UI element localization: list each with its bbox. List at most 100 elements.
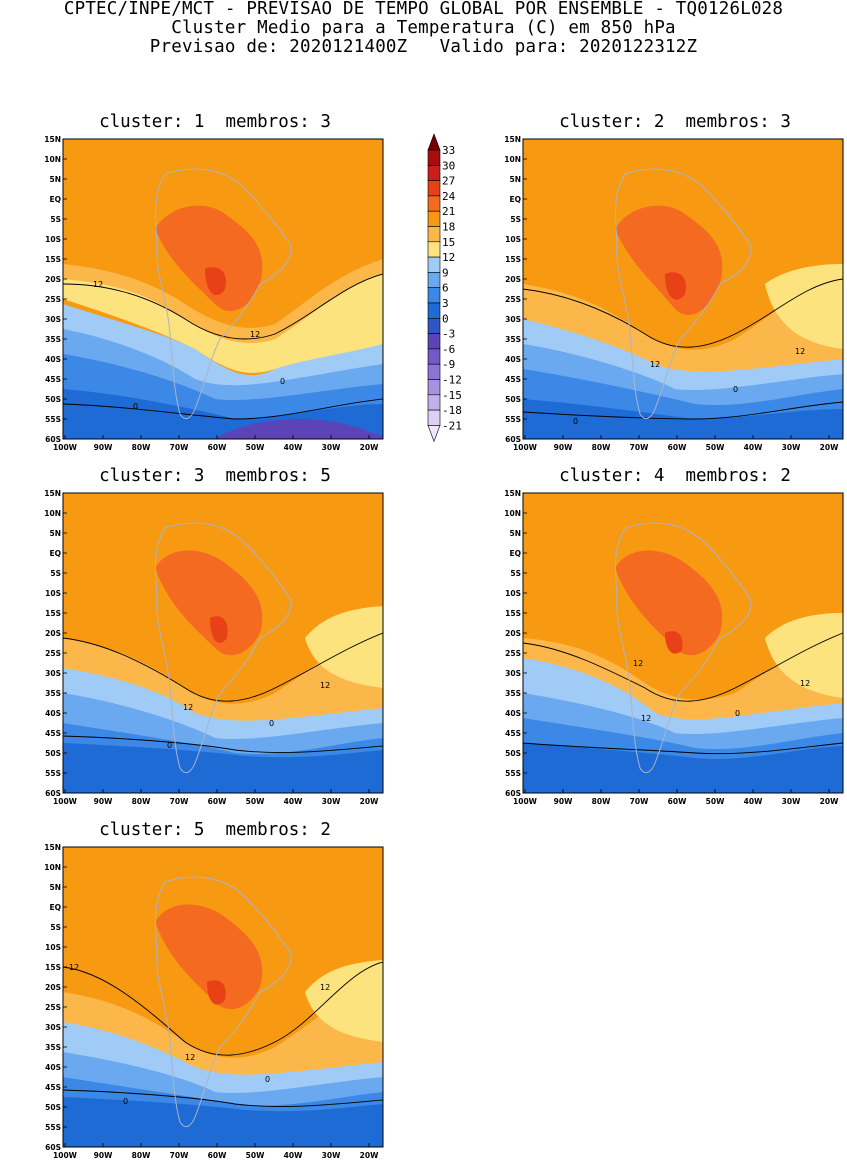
lon-label: 20W xyxy=(820,443,839,452)
lat-label: 5S xyxy=(510,215,521,224)
lat-label: 45S xyxy=(505,375,521,384)
contour-label: 12 xyxy=(250,330,260,339)
legend-box xyxy=(427,287,441,304)
lon-label: 60W xyxy=(668,443,687,452)
lon-label: 40W xyxy=(744,443,763,452)
lat-label: 35S xyxy=(505,335,521,344)
lon-label: 70W xyxy=(170,1151,189,1160)
legend-label: 30 xyxy=(442,159,455,172)
lat-axis: 15N 10N 5N EQ 5S 10S 15S 20S 25S 30S 35S 40S 45S 50S 5… xyxy=(505,489,527,798)
legend-box xyxy=(427,379,441,396)
lat-label: 45S xyxy=(45,729,61,738)
lat-label: 20S xyxy=(45,275,61,284)
lat-label: 20S xyxy=(505,629,521,638)
lon-label: 50W xyxy=(246,1151,265,1160)
lat-axis: 15N 10N 5N EQ 5S 10S 15S 20S 25S 30S 35S 40S 45S 50S 5… xyxy=(505,135,527,444)
lon-label: 80W xyxy=(132,1151,151,1160)
lon-label: 60W xyxy=(208,1151,227,1160)
band-warm-12 xyxy=(63,269,383,373)
band-cool-m3 xyxy=(215,419,383,439)
lon-axis: 100W 90W 80W 70W 60W 50W 40W 30W 20W xyxy=(513,789,839,806)
contour-label: 12 xyxy=(69,963,79,972)
lon-label: 90W xyxy=(554,443,573,452)
legend-bottom-triangle xyxy=(427,425,441,443)
lat-label: 45S xyxy=(45,375,61,384)
lat-label: 30S xyxy=(45,315,61,324)
lat-label: 5S xyxy=(510,569,521,578)
lat-label: 15S xyxy=(45,963,61,972)
contour-label: 12 xyxy=(633,659,643,668)
lat-axis: 15N 10N 5N EQ 5S 10S 15S 20S 25S 30S 35S 40S 45S 50S 5… xyxy=(45,135,67,444)
lon-label: 50W xyxy=(706,797,725,806)
lon-label: 40W xyxy=(284,797,303,806)
contour-label: 12 xyxy=(93,280,103,289)
lon-axis: 100W 90W 80W 70W 60W 50W 40W 30W 20W xyxy=(53,1143,379,1160)
lat-label: 35S xyxy=(45,1043,61,1052)
lat-label: 50S xyxy=(45,1103,61,1112)
lon-label: 40W xyxy=(744,797,763,806)
lat-label: 5S xyxy=(50,215,61,224)
legend-box xyxy=(427,241,441,258)
lon-label: 50W xyxy=(246,443,265,452)
lat-label: 30S xyxy=(45,1023,61,1032)
band-warm-15 xyxy=(63,259,383,343)
lat-label: 25S xyxy=(45,649,61,658)
contour-label: 0 xyxy=(123,1097,128,1106)
lat-label: 20S xyxy=(45,629,61,638)
lon-label: 90W xyxy=(94,443,113,452)
lon-label: 90W xyxy=(554,797,573,806)
panel-cluster-5: cluster: 5 membros: 2 12 12 12 0 0 15N 10… xyxy=(45,820,385,1160)
lat-label: 15N xyxy=(505,489,521,498)
panel-title: cluster: 1 membros: 3 xyxy=(99,112,331,132)
legend-top-triangle xyxy=(427,133,441,151)
lat-label: 25S xyxy=(45,1003,61,1012)
lon-label: 60W xyxy=(208,443,227,452)
temperature-map: 12 12 0 0 15N 10N 5N EQ 5S 10S 15S 20S 25S 30S 35S… xyxy=(45,135,384,452)
lat-label: 15S xyxy=(505,609,521,618)
contour-label: 0 xyxy=(133,402,138,411)
lon-label: 30W xyxy=(782,443,801,452)
lat-label: 20S xyxy=(45,983,61,992)
lon-label: 80W xyxy=(592,443,611,452)
lon-label: 80W xyxy=(592,797,611,806)
lat-label: 50S xyxy=(505,749,521,758)
lon-label: 30W xyxy=(322,797,341,806)
lat-label: 15S xyxy=(45,255,61,264)
lat-label: 10S xyxy=(505,235,521,244)
lon-label: 100W xyxy=(53,797,78,806)
lat-label: 30S xyxy=(505,669,521,678)
lat-label: 55S xyxy=(505,415,521,424)
lon-label: 90W xyxy=(94,1151,113,1160)
band-hot-24 xyxy=(205,267,226,296)
legend-boxes xyxy=(427,133,441,443)
lat-label: 10N xyxy=(45,155,61,164)
legend-box xyxy=(427,180,441,197)
contour-0 xyxy=(62,398,384,420)
lat-label: 10S xyxy=(505,589,521,598)
contour-label: 12 xyxy=(320,681,330,690)
lat-label: 40S xyxy=(45,1063,61,1072)
lat-label: 50S xyxy=(45,749,61,758)
figure-header: CPTEC/INPE/MCT - PREVISAO DE TEMPO GLOBA… xyxy=(0,0,847,57)
legend-label: -15 xyxy=(442,389,462,402)
lat-axis: 15N 10N 5N EQ 5S 10S 15S 20S 25S 30S 35S 40S 45S 50S 5… xyxy=(45,843,67,1152)
lat-label: 40S xyxy=(505,709,521,718)
contour-label: 12 xyxy=(795,347,805,356)
contour-label: 12 xyxy=(650,360,660,369)
lat-label: 25S xyxy=(45,295,61,304)
lat-label: 60S xyxy=(45,435,61,444)
temperature-map: 12 12 0 0 15N 10N 5N EQ 5S 10S 15S 20S 25S 30S 35S… xyxy=(505,135,844,452)
lat-label: 15N xyxy=(45,135,61,144)
lat-label: 5S xyxy=(50,923,61,932)
legend-box xyxy=(427,363,441,380)
legend-box xyxy=(427,348,441,365)
lat-label: 5N xyxy=(50,175,62,184)
lon-axis: 100W 90W 80W 70W 60W 50W 40W 30W 20W xyxy=(53,789,379,806)
continent-outline xyxy=(155,168,292,420)
band-hot-21 xyxy=(155,205,263,312)
contour-label: 0 xyxy=(733,385,738,394)
lat-label: EQ xyxy=(50,549,62,558)
legend-label: 12 xyxy=(442,251,455,264)
contour-label: 0 xyxy=(280,377,285,386)
